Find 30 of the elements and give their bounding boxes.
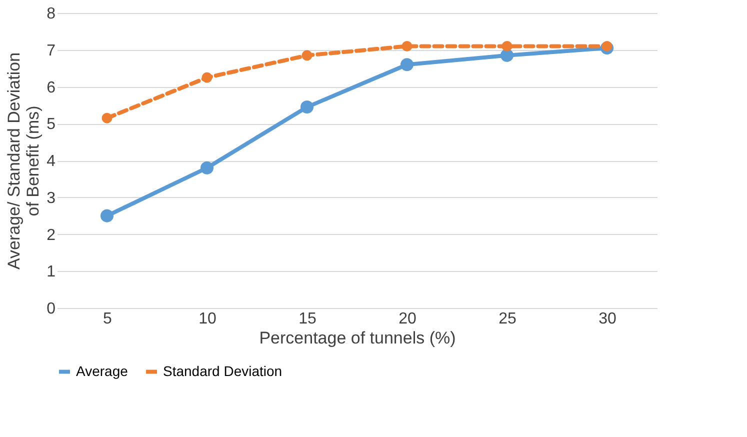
y-tick-label: 2 [46, 226, 56, 244]
y-tick-label: 5 [46, 116, 56, 134]
point [200, 161, 214, 174]
point [402, 40, 412, 52]
x-axis-title: Percentage of tunnels (%) [259, 328, 456, 348]
y-tick-label: 4 [46, 153, 56, 170]
point [202, 72, 212, 83]
x-tick-label: 30 [598, 310, 616, 328]
point [300, 100, 314, 114]
legend-label: Average [76, 362, 128, 379]
x-tick-label: 5 [103, 310, 112, 328]
x-tick-label: 25 [498, 310, 516, 328]
y-tick-label: 0 [46, 300, 56, 318]
point [602, 40, 612, 52]
point [502, 40, 512, 52]
y-tick-label: 1 [46, 264, 56, 281]
y-tick-label: 3 [46, 190, 56, 207]
point [400, 58, 414, 72]
x-tick-label: 10 [198, 310, 216, 328]
y-tick-label: 8 [46, 6, 56, 22]
x-tick-label: 20 [398, 310, 416, 328]
y-tick-label: 7 [46, 42, 56, 60]
point [302, 50, 312, 61]
legend-label: Standard Deviation [163, 362, 282, 379]
point [100, 209, 114, 222]
point [500, 48, 514, 62]
point [102, 112, 112, 124]
x-tick-label: 15 [298, 310, 316, 328]
y-axis-title: Average/ Standard Deviation of Benefit (ms) [4, 52, 43, 270]
y-tick-label: 6 [46, 79, 56, 96]
